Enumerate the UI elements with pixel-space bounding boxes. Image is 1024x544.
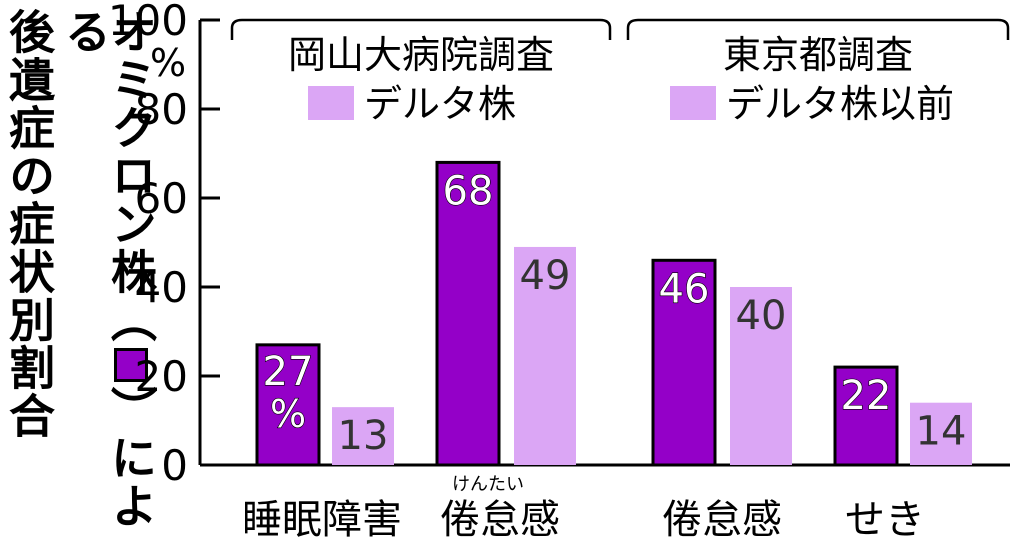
bar-omicron <box>435 160 501 467</box>
legend-label: デルタ株以前 <box>726 82 954 126</box>
category-ruby: けんたい <box>452 474 524 495</box>
group-bracket <box>626 18 1010 40</box>
bar-comparison <box>514 246 576 465</box>
y-tick-label: 20 <box>135 352 188 401</box>
category-label: 倦怠感 <box>440 497 560 543</box>
bar-comparison <box>910 402 972 465</box>
y-tick-label: 40 <box>135 263 188 312</box>
value-label-omicron: 27 <box>263 349 314 395</box>
category-label: 倦怠感 <box>662 497 782 543</box>
legend-swatch <box>308 86 354 120</box>
group-title: 東京都調査 <box>723 33 913 77</box>
bar-comparison <box>730 287 792 465</box>
y-tick-label: 0 <box>161 441 188 490</box>
chart-title: 後遺症の症状別割合 <box>2 8 56 440</box>
chart-subtitle: オミクロン株（）による <box>58 8 158 544</box>
group-bracket <box>230 18 612 40</box>
y-tick-label: 100 <box>108 0 188 45</box>
y-tick-label: 60 <box>135 174 188 223</box>
value-unit-label: % <box>270 392 306 436</box>
category-label: 睡眠障害 <box>242 497 402 543</box>
bar-omicron <box>651 258 717 467</box>
value-label-omicron: 68 <box>443 168 494 214</box>
omicron-legend-swatch <box>114 348 148 382</box>
value-label-comparison: 49 <box>520 253 571 299</box>
legend-label: デルタ株 <box>364 82 516 126</box>
subtitle-part2: ）による <box>58 8 158 530</box>
subtitle-part1: オミクロン株（ <box>104 8 158 344</box>
group-title: 岡山大病院調査 <box>288 33 554 77</box>
y-unit-label: % <box>150 41 186 85</box>
category-label: せき <box>845 497 925 543</box>
bar-omicron <box>833 365 899 467</box>
y-tick-label: 80 <box>135 85 188 134</box>
legend-swatch <box>670 86 716 120</box>
bar-comparison <box>332 407 394 465</box>
bar-omicron <box>255 343 321 467</box>
value-label-omicron: 46 <box>659 266 710 312</box>
value-label-omicron: 22 <box>841 373 892 419</box>
value-label-comparison: 14 <box>916 409 967 455</box>
value-label-comparison: 40 <box>736 293 787 339</box>
value-label-comparison: 13 <box>338 413 389 459</box>
